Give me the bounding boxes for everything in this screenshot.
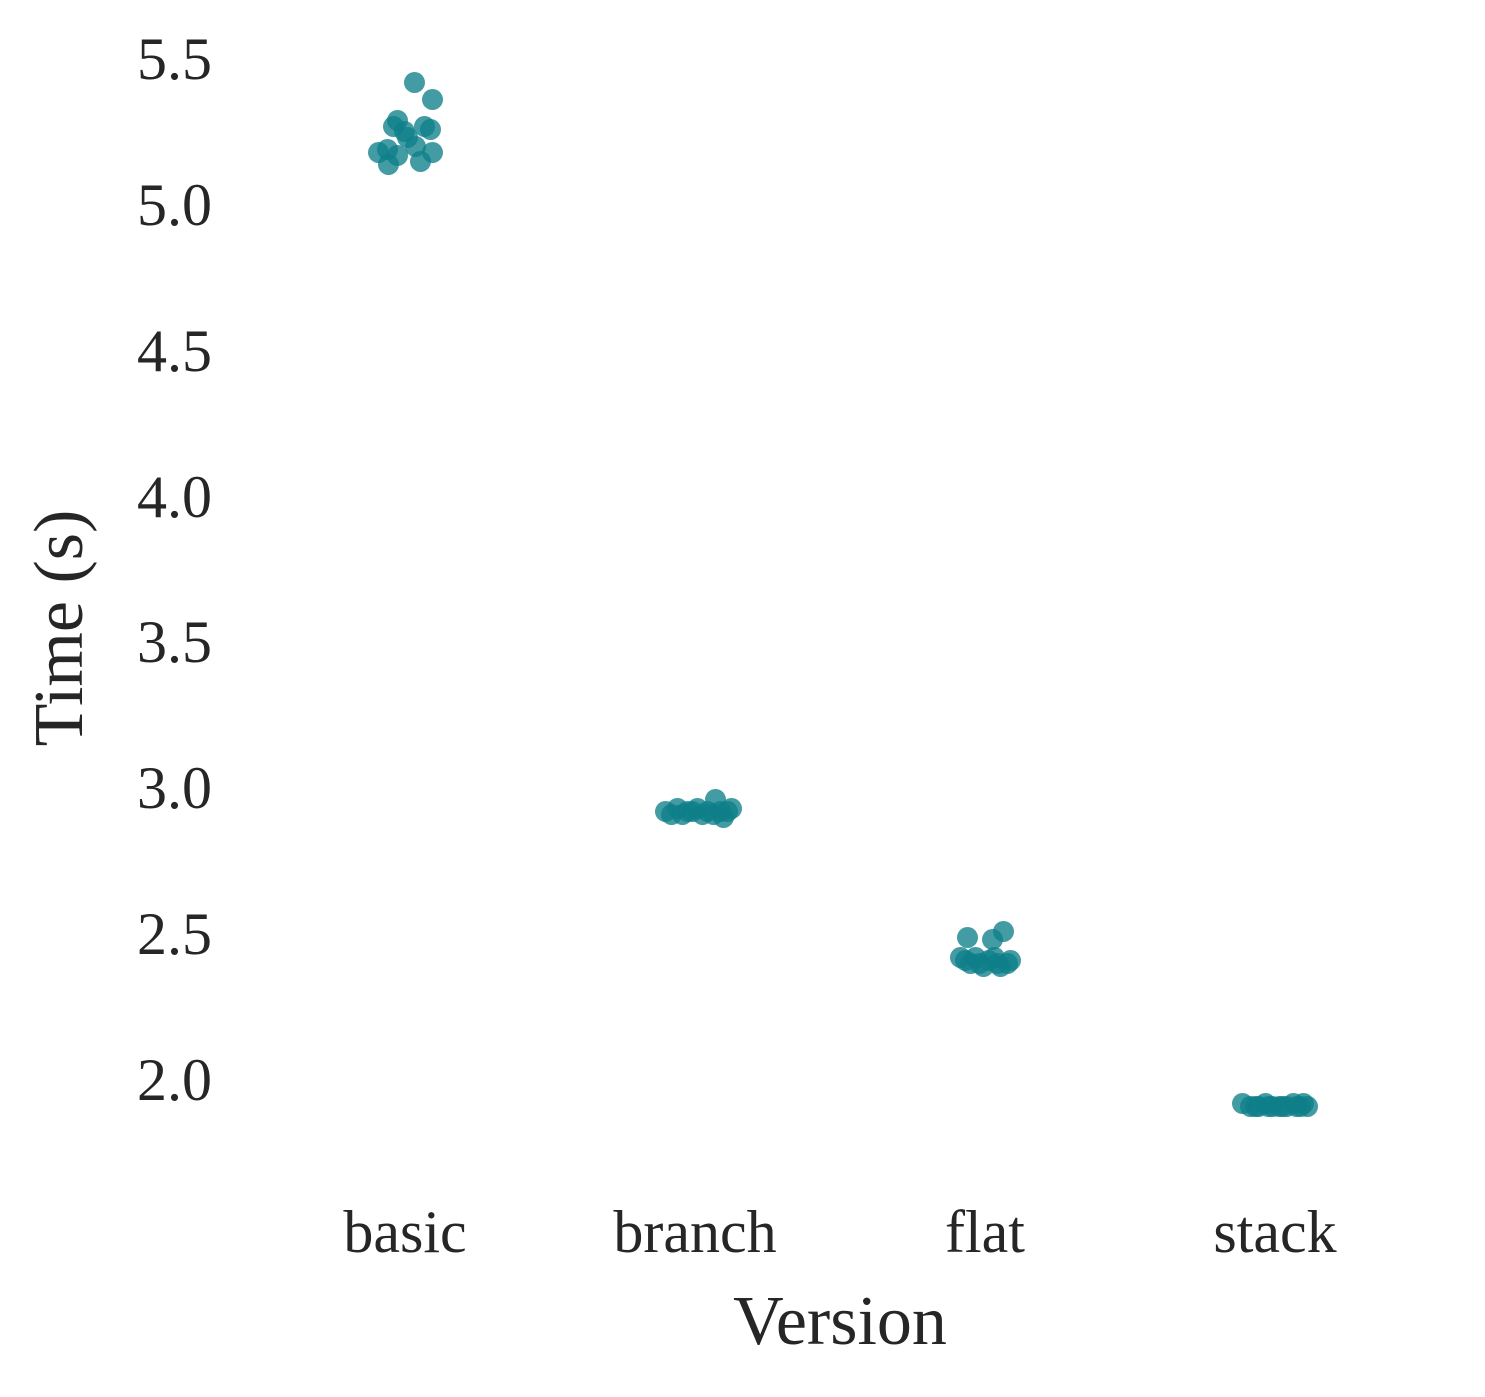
y-tick-label-3.5: 3.5 — [137, 609, 212, 676]
data-point-basic — [409, 150, 431, 172]
y-tick-label-2.0: 2.0 — [137, 1047, 212, 1113]
x-tick-label-basic: basic — [343, 1199, 467, 1265]
data-point-basic — [377, 153, 399, 175]
data-point-branch — [671, 804, 693, 826]
data-point-basic — [403, 71, 425, 93]
y-axis-title: Time (s) — [21, 509, 98, 747]
data-point-flat — [956, 926, 978, 948]
data-point-branch — [712, 806, 734, 828]
y-tick-label-4.0: 4.0 — [137, 463, 212, 530]
x-tick-label-flat: flat — [945, 1199, 1025, 1265]
y-tick-label-2.5: 2.5 — [137, 901, 212, 968]
y-tick-label-4.5: 4.5 — [137, 317, 212, 384]
data-point-basic — [419, 118, 441, 140]
y-tick-label-3.0: 3.0 — [137, 755, 212, 822]
y-tick-label-5.0: 5.0 — [137, 171, 212, 238]
x-axis-title: Version — [733, 1283, 947, 1360]
x-tick-label-stack: stack — [1213, 1199, 1337, 1265]
data-point-basic — [421, 89, 443, 111]
y-tick-label-5.5: 5.5 — [137, 26, 212, 93]
data-point-stack — [1292, 1092, 1314, 1114]
x-tick-label-branch: branch — [613, 1199, 777, 1265]
data-point-flat — [972, 955, 994, 977]
data-point-flat — [989, 955, 1011, 977]
data-point-flat — [981, 929, 1003, 951]
